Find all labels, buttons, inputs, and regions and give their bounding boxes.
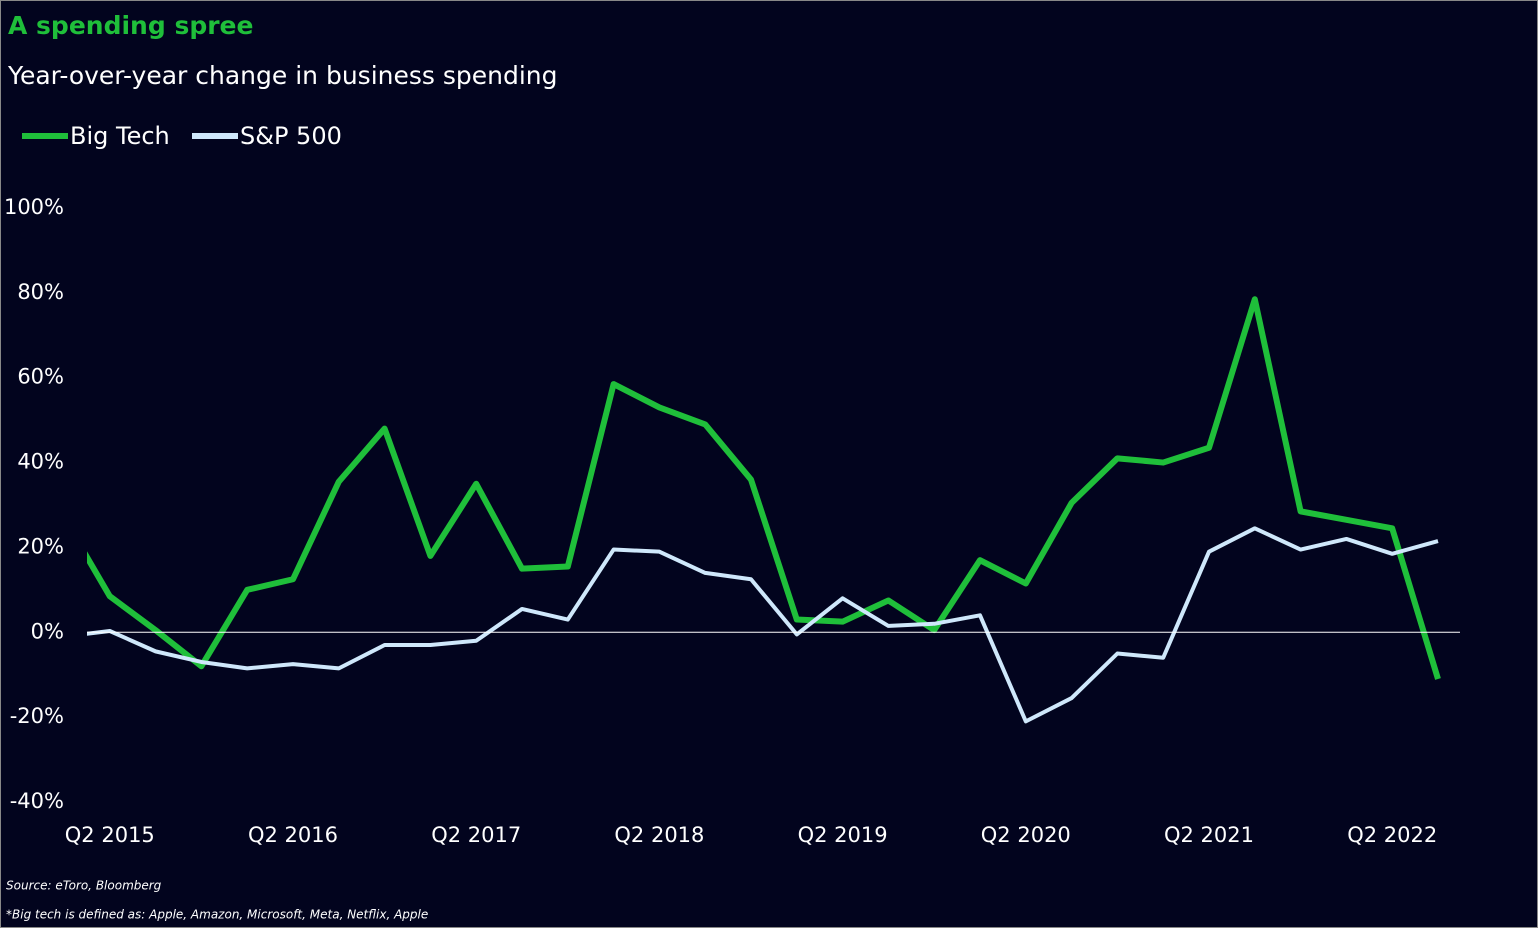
y-tick-label: 20% — [17, 534, 64, 558]
x-tick-label: Q2 2019 — [798, 823, 888, 847]
y-tick-label: 60% — [17, 365, 64, 389]
source: Source: eToro, Bloomberg — [6, 879, 162, 893]
plot-area — [87, 296, 1441, 724]
x-tick-label: Q2 2015 — [65, 823, 155, 847]
y-tick-label: 80% — [17, 280, 64, 304]
y-tick-label: 40% — [17, 450, 64, 474]
x-tick-label: Q2 2017 — [431, 823, 521, 847]
chart-title: A spending spree — [8, 11, 253, 40]
legend-label: Big Tech — [70, 122, 170, 150]
y-tick-label: -20% — [10, 704, 64, 728]
chart-subtitle: Year-over-year change in business spendi… — [7, 61, 558, 90]
y-tick-label: -40% — [10, 789, 64, 813]
x-tick-label: Q2 2020 — [981, 823, 1071, 847]
x-tick-label: Q2 2021 — [1164, 823, 1254, 847]
x-tick-label: Q2 2018 — [614, 823, 704, 847]
legend-label: S&P 500 — [240, 122, 342, 150]
y-tick-label: 0% — [31, 619, 64, 643]
x-tick-label: Q2 2022 — [1347, 823, 1437, 847]
series-line — [87, 526, 1439, 724]
footnote: *Big tech is defined as: Apple, Amazon, … — [6, 908, 428, 922]
x-tick-label: Q2 2016 — [248, 823, 338, 847]
y-tick-label: 100% — [4, 195, 64, 219]
series-line — [87, 296, 1441, 680]
